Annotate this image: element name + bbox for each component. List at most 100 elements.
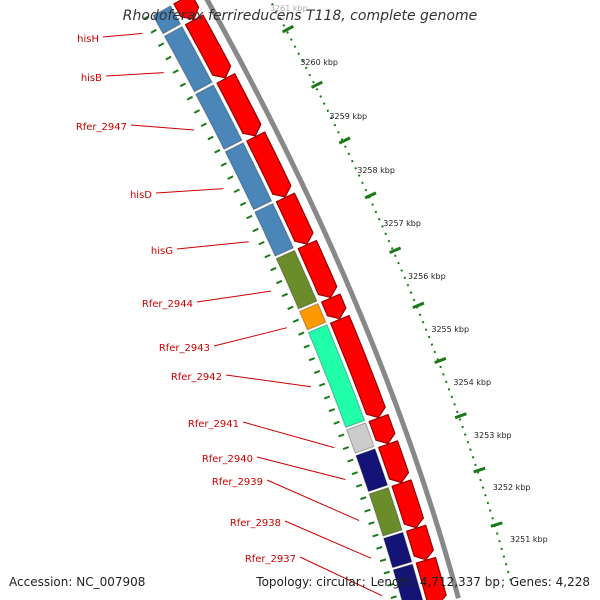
gene-label: Rfer_2942 xyxy=(171,372,222,383)
gene-leader-line xyxy=(105,72,164,77)
kbp-tick xyxy=(338,136,351,145)
gene-leader-line xyxy=(256,456,346,480)
minor-tick xyxy=(351,471,358,476)
genome-summary-footer: Topology: circular; Length: 4,712,337 bp… xyxy=(256,575,590,589)
gene-label: Rfer_2939 xyxy=(212,477,263,488)
minor-tick xyxy=(379,558,387,563)
gene-label: hisG xyxy=(151,246,173,257)
topology-value: circular xyxy=(316,575,361,589)
gene-label: Rfer_2938 xyxy=(230,518,281,529)
gene-feature-0 xyxy=(152,5,182,35)
kbp-tick xyxy=(412,301,425,309)
gene-leader-line xyxy=(196,290,272,303)
kbp-tick-label: 3253 kbp xyxy=(474,431,512,440)
minor-tick xyxy=(303,344,310,349)
gene-feature-3 xyxy=(224,142,273,211)
kbp-tick-label: 3256 kbp xyxy=(408,272,446,281)
minor-tick xyxy=(390,595,397,599)
cds-arrow-1 xyxy=(184,14,232,79)
minor-tick xyxy=(342,446,350,450)
minor-tick xyxy=(318,382,326,387)
kbp-tick-label: 3252 kbp xyxy=(493,483,531,492)
kbp-tick-label: 3261 kbp xyxy=(270,4,308,13)
kbp-tick-label: 3257 kbp xyxy=(383,219,421,228)
minor-tick xyxy=(252,227,259,233)
genes-value: 4,228 xyxy=(555,575,590,589)
gene-feature-5 xyxy=(275,249,318,310)
minor-tick xyxy=(368,521,375,525)
minor-tick xyxy=(233,188,240,194)
gene-label: Rfer_2947 xyxy=(76,122,127,133)
gene-leader-line xyxy=(176,241,249,250)
kbp-tick-label: 3258 kbp xyxy=(357,166,395,175)
gene-leader-line xyxy=(299,556,383,597)
minor-tick xyxy=(239,201,247,207)
gene-label: hisD xyxy=(130,190,152,201)
gene-feature-10 xyxy=(368,487,403,537)
minor-tick xyxy=(292,318,300,323)
kbp-tick xyxy=(281,24,294,34)
minor-tick xyxy=(298,331,305,336)
genes-label: Genes: xyxy=(509,575,552,589)
map-title: Rhodoferax ferrireducens T118, complete … xyxy=(122,8,478,24)
gene-feature-6 xyxy=(299,303,327,331)
cds-arrow-12 xyxy=(415,556,447,600)
kbp-tick-label: 3260 kbp xyxy=(300,58,338,67)
gene-leader-line xyxy=(130,124,195,131)
accession-label: Accession: xyxy=(9,575,73,589)
minor-tick xyxy=(308,357,316,362)
minor-tick xyxy=(328,408,336,413)
minor-tick xyxy=(347,458,354,463)
minor-tick xyxy=(383,570,390,575)
minor-tick xyxy=(338,433,345,438)
gene-label: Rfer_2943 xyxy=(159,343,210,354)
minor-tick xyxy=(372,533,379,538)
kbp-tick-label: 3254 kbp xyxy=(453,378,491,387)
gene-leader-line xyxy=(155,188,224,194)
gene-leader-line xyxy=(102,32,143,38)
minor-tick xyxy=(376,546,383,550)
minor-tick xyxy=(323,395,331,400)
minor-tick xyxy=(364,508,371,513)
kbp-tick-label: 3251 kbp xyxy=(510,535,548,544)
minor-tick xyxy=(143,15,150,21)
minor-tick xyxy=(258,240,265,246)
cds-arrow-9 xyxy=(378,440,410,484)
kbp-tick xyxy=(473,466,486,474)
gene-label: Rfer_2941 xyxy=(188,419,239,430)
gene-label: Rfer_2944 xyxy=(142,299,193,310)
cds-arrow-0 xyxy=(173,0,200,20)
minor-tick xyxy=(281,292,288,298)
kbp-tick-label: 3259 kbp xyxy=(329,112,367,121)
gene-feature-4 xyxy=(254,202,294,257)
topology-label: Topology: xyxy=(256,575,313,589)
kbp-tick xyxy=(310,80,323,89)
minor-tick xyxy=(207,135,214,141)
kbp-tick xyxy=(454,412,467,420)
gene-leader-line xyxy=(266,479,360,522)
cds-arrow-6 xyxy=(321,293,347,320)
gene-feature-7 xyxy=(307,324,366,428)
length-value: 4,712,337 bp xyxy=(419,575,500,589)
minor-tick xyxy=(227,175,234,180)
gene-label: Rfer_2937 xyxy=(245,554,296,565)
kbp-tick xyxy=(434,356,447,365)
minor-tick xyxy=(387,583,394,587)
gene-label: Rfer_2940 xyxy=(202,454,253,465)
minor-tick xyxy=(165,55,172,61)
gene-feature-9 xyxy=(355,448,389,493)
gene-feature-12 xyxy=(392,563,424,600)
cds-arrow-4 xyxy=(275,192,314,245)
minor-tick xyxy=(360,496,367,501)
gene-leader-line xyxy=(284,520,372,559)
gene-label: hisH xyxy=(77,34,99,45)
minor-tick xyxy=(246,214,253,220)
cds-arrow-3 xyxy=(246,131,292,198)
cds-arrow-8 xyxy=(368,414,396,445)
gene-feature-1 xyxy=(163,26,213,93)
minor-tick xyxy=(214,149,221,154)
gene-feature-11 xyxy=(383,531,413,569)
minor-tick xyxy=(193,109,201,114)
gene-leader-line xyxy=(225,374,312,388)
